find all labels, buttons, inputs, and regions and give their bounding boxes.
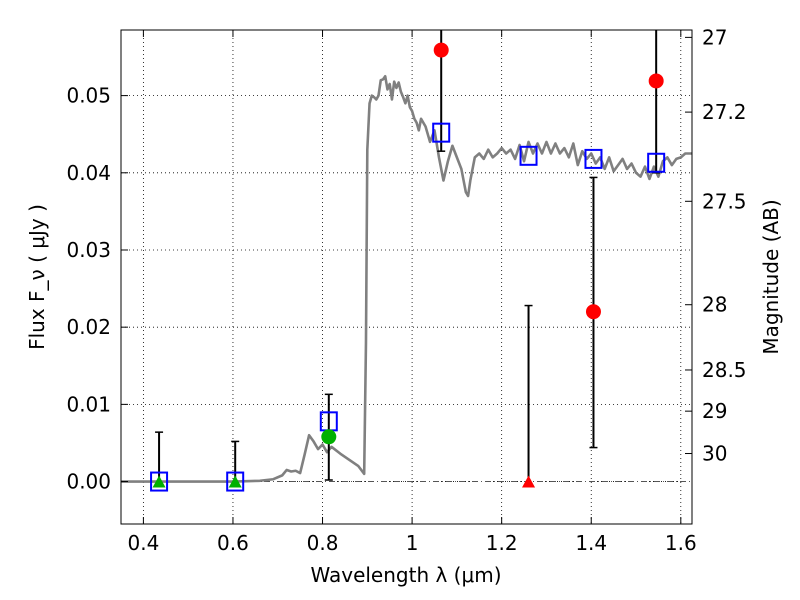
magnitude-tick-label: 28: [702, 293, 727, 317]
observed-flux-circle: [648, 73, 664, 89]
y-tick-label: 0.01: [66, 392, 111, 416]
grid-lines: [121, 30, 692, 524]
y-axis-title: Flux F_ν ( μJy ): [25, 204, 49, 350]
magnitude-tick-label: 30: [702, 442, 727, 466]
model-photometry-box: [584, 148, 603, 169]
plot-frame: [120, 29, 693, 525]
magnitude-tick-labels: 27 27.2 27.5 28 28.5 29 30: [702, 25, 747, 465]
y-tick-label: 0.03: [66, 238, 111, 262]
model-spectrum-line: [121, 75, 692, 483]
x-tick-label: 1: [406, 531, 419, 555]
model-photometry-box: [647, 152, 666, 173]
y2-axis-title: Magnitude (AB): [759, 199, 783, 354]
model-spectrum-layer: [121, 75, 692, 483]
upper-limit-triangle: [522, 475, 536, 488]
x-tick-labels: 0.4 0.6 0.8 1 1.2 1.4 1.6: [127, 531, 696, 555]
y-tick-labels: 0.00 0.01 0.02 0.03 0.04 0.05: [66, 84, 111, 494]
magnitude-tick-label: 27.2: [702, 100, 747, 124]
y-tick-label: 0.05: [66, 84, 111, 108]
magnitude-tick-label: 29: [702, 399, 727, 423]
magnitude-tick-label: 27.5: [702, 189, 747, 213]
x-tick-label: 0.6: [217, 531, 249, 555]
magnitude-tick-label: 28.5: [702, 358, 747, 382]
x-tick-label: 1.4: [575, 531, 607, 555]
y-tick-label: 0.02: [66, 315, 111, 339]
axis-ticks: [121, 30, 692, 524]
upper-limit-triangle: [228, 475, 242, 488]
error-bars: [155, 30, 661, 482]
x-tick-label: 1.2: [486, 531, 518, 555]
model-photometry-box: [226, 471, 245, 492]
observed-flux-circle: [433, 42, 449, 58]
model-photometry-boxes: [150, 122, 666, 492]
model-photometry-box: [150, 471, 169, 492]
x-axis-title: Wavelength λ (μm): [310, 563, 501, 587]
y-tick-label: 0.04: [66, 161, 111, 185]
upper-limit-triangle: [152, 475, 166, 488]
observed-flux-circle: [585, 304, 601, 320]
y-tick-label: 0.00: [66, 470, 111, 494]
magnitude-tick-label: 27: [702, 25, 727, 49]
x-tick-label: 0.8: [307, 531, 339, 555]
model-photometry-box: [519, 145, 538, 166]
observed-markers: [152, 42, 664, 488]
x-tick-label: 0.4: [127, 531, 159, 555]
observed-flux-circle: [321, 429, 337, 445]
model-photometry-box: [432, 122, 451, 143]
x-tick-label: 1.6: [665, 531, 697, 555]
